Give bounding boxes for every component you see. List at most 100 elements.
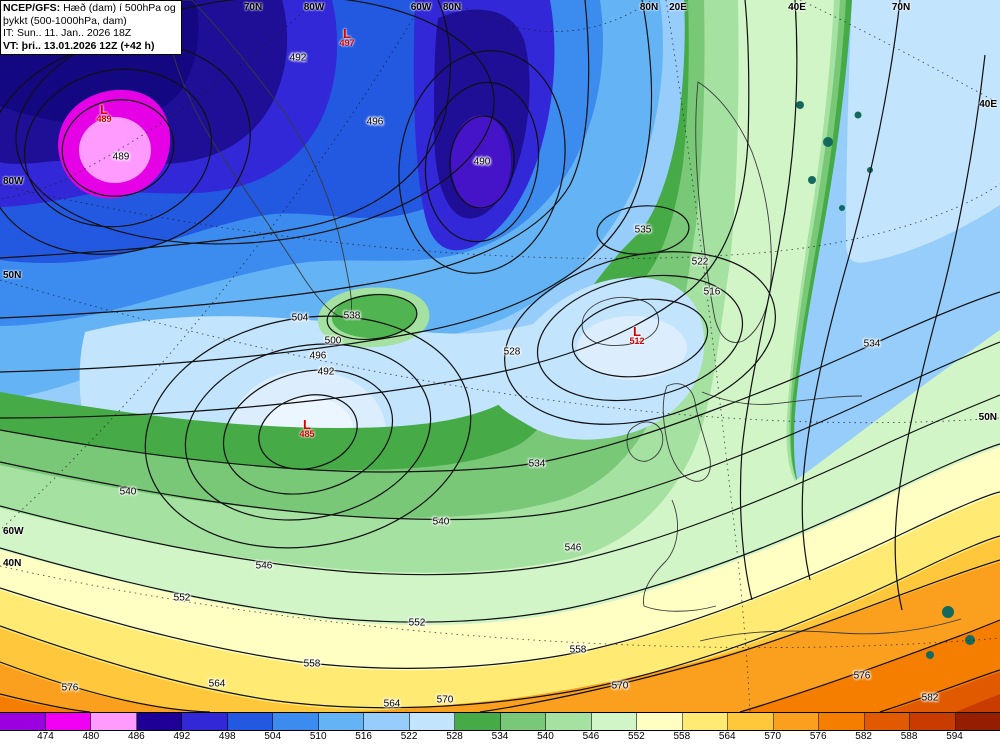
colorbar-tick-label: 504 — [264, 731, 282, 742]
colorbar-cell — [500, 713, 546, 730]
contour-label: 564 — [208, 678, 226, 690]
contour-label: 570 — [436, 694, 454, 706]
contour-label: 564 — [383, 698, 401, 710]
colorbar-tick-label: 480 — [82, 731, 100, 742]
colorbar-tick-label: 486 — [128, 731, 145, 742]
low-symbol: L — [303, 417, 311, 432]
low-center-marker: L 497 — [339, 26, 355, 48]
colorbar-cells — [0, 713, 1000, 731]
low-center-marker: L 485 — [299, 417, 315, 439]
low-symbol: L — [633, 324, 641, 339]
low-value: 512 — [629, 336, 645, 346]
graticule-label: 80W — [3, 176, 24, 187]
colorbar-tick-label: 558 — [673, 731, 691, 742]
graticule-layer — [0, 0, 1000, 712]
colorbar-cell — [227, 713, 273, 730]
contour-label: 522 — [691, 256, 709, 268]
colorbar-cell — [455, 713, 501, 730]
contour-label: 500 — [324, 335, 342, 347]
colorbar-tick-label: 474 — [37, 731, 54, 742]
contour-label: 516 — [703, 286, 721, 298]
colorbar-tick-label: 582 — [855, 731, 872, 742]
contour-label: 534 — [863, 338, 881, 350]
graticule-label: 40E — [979, 99, 997, 110]
contour-label: 570 — [611, 680, 629, 692]
contour-label: 492 — [317, 366, 335, 378]
contour-label: 496 — [366, 116, 384, 128]
colorbar-tick-label: 594 — [946, 731, 963, 742]
graticule-label: 20E — [669, 2, 687, 13]
low-value: 489 — [96, 114, 112, 124]
colorbar-tick-label: 564 — [718, 731, 736, 742]
contour-label: 576 — [853, 670, 871, 682]
graticule-label: 80W — [303, 2, 325, 13]
title-line-2: þykkt (500-1000hPa, dam) — [3, 14, 127, 27]
model-name: NCEP/GFS: — [3, 2, 61, 14]
colorbar-tick-label: 540 — [537, 731, 554, 742]
graticule-label: 80N — [639, 2, 659, 13]
thickness-colorbar: 474 480 486 492 498 504 510 516 522 528 534 540 546 5… — [0, 713, 1000, 745]
low-value: 497 — [339, 38, 355, 48]
colorbar-cell — [728, 713, 774, 730]
low-symbol: L — [100, 102, 108, 117]
contour-label: 552 — [173, 592, 191, 604]
contour-label: 504 — [291, 312, 309, 324]
colorbar-cell — [773, 713, 819, 730]
contour-label: 535 — [634, 224, 652, 236]
init-time-line: IT: Sun.. 11. Jan.. 2026 18Z — [3, 27, 132, 39]
colorbar-cell — [955, 713, 1000, 730]
lakes-layer — [796, 101, 975, 659]
colorbar-tick-label: 534 — [491, 731, 509, 742]
colorbar-cell — [45, 713, 91, 730]
colorbar-tick-label: 498 — [218, 731, 236, 742]
contour-label: 546 — [564, 542, 582, 554]
colorbar-tick-label: 528 — [446, 731, 463, 742]
graticule-label: 40N — [3, 558, 22, 569]
colorbar-tick-label: 522 — [400, 731, 418, 742]
colorbar-tick-label: 510 — [309, 731, 327, 742]
contour-label: 552 — [408, 617, 426, 629]
coastlines-layer — [167, 0, 962, 642]
colorbar-cell — [591, 713, 637, 730]
contour-label: 496 — [309, 350, 327, 362]
colorbar-cell — [318, 713, 364, 730]
graticule-label: 60W — [410, 2, 432, 13]
colorbar-cell — [682, 713, 728, 730]
colorbar-tick-label: 588 — [900, 731, 918, 742]
colorbar-tick-label: 576 — [809, 731, 827, 742]
valid-time-line: VT: þri.. 13.01.2026 12Z (+42 h) — [3, 39, 155, 52]
graticule-label: 50N — [978, 412, 997, 423]
graticule-label: 50N — [3, 270, 22, 281]
colorbar-tick-label: 516 — [355, 731, 372, 742]
contour-label: 489 — [112, 151, 130, 163]
low-value: 485 — [299, 429, 315, 439]
colorbar-cell — [182, 713, 228, 730]
graticule-label: 80N — [442, 2, 462, 13]
title-line-1: NCEP/GFS: Hæð (dam) í 500hPa og — [3, 2, 176, 15]
colorbar-cell — [637, 713, 683, 730]
graticule-label: 70N — [243, 2, 263, 13]
colorbar-cell — [910, 713, 956, 730]
colorbar-cell — [273, 713, 319, 730]
contour-label: 540 — [119, 486, 137, 498]
map-title-box: NCEP/GFS: Hæð (dam) í 500hPa og þykkt (5… — [0, 0, 182, 55]
colorbar-labels: 474 480 486 492 498 504 510 516 522 528 534 540 546 5… — [0, 731, 1000, 745]
colorbar-tick-label: 552 — [628, 731, 645, 742]
weather-map-canvas — [0, 0, 1000, 712]
colorbar-cell — [136, 713, 182, 730]
contour-label: 558 — [569, 644, 587, 656]
low-symbol: L — [343, 26, 351, 41]
colorbar-cell — [819, 713, 865, 730]
contour-label: 534 — [528, 458, 546, 470]
title-text: Hæð (dam) í 500hPa og — [60, 2, 176, 14]
graticule-label: 70N — [891, 2, 911, 13]
contour-label: 540 — [432, 516, 450, 528]
colorbar-tick-label: 570 — [764, 731, 782, 742]
low-center-marker: L 489 — [96, 102, 112, 124]
low-center-marker: L 512 — [629, 324, 645, 346]
contour-label: 582 — [921, 692, 939, 704]
contour-label: 558 — [303, 658, 321, 670]
contour-label: 490 — [473, 156, 491, 168]
graticule-label: 40E — [788, 2, 806, 13]
graticule-label: 60W — [3, 526, 24, 537]
